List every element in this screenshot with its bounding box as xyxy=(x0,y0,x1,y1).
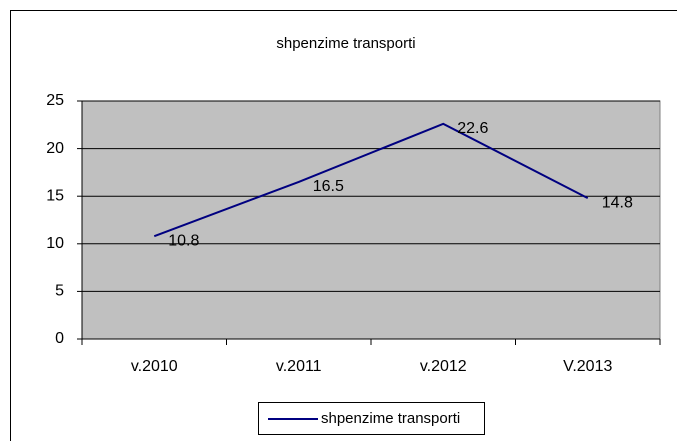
x-tick-label: v.2012 xyxy=(420,358,467,375)
data-label: 10.8 xyxy=(168,232,199,249)
x-tick-label: v.2011 xyxy=(276,358,322,375)
x-tick-label: V.2013 xyxy=(563,358,612,375)
chart-title: shpenzime transporti xyxy=(276,35,415,52)
y-tick-label: 0 xyxy=(55,330,64,347)
y-tick-label: 15 xyxy=(46,187,64,204)
data-label: 16.5 xyxy=(313,178,344,195)
y-tick-label: 20 xyxy=(46,140,64,157)
y-tick-label: 5 xyxy=(55,283,64,300)
x-tick-label: v.2010 xyxy=(131,358,178,375)
y-tick-label: 10 xyxy=(46,235,64,252)
data-label: 14.8 xyxy=(602,194,633,211)
plot-area xyxy=(81,100,661,340)
legend-label: shpenzime transporti xyxy=(321,410,460,427)
data-label: 22.6 xyxy=(457,120,488,137)
y-tick-label: 25 xyxy=(46,92,64,109)
series-line xyxy=(153,122,589,238)
